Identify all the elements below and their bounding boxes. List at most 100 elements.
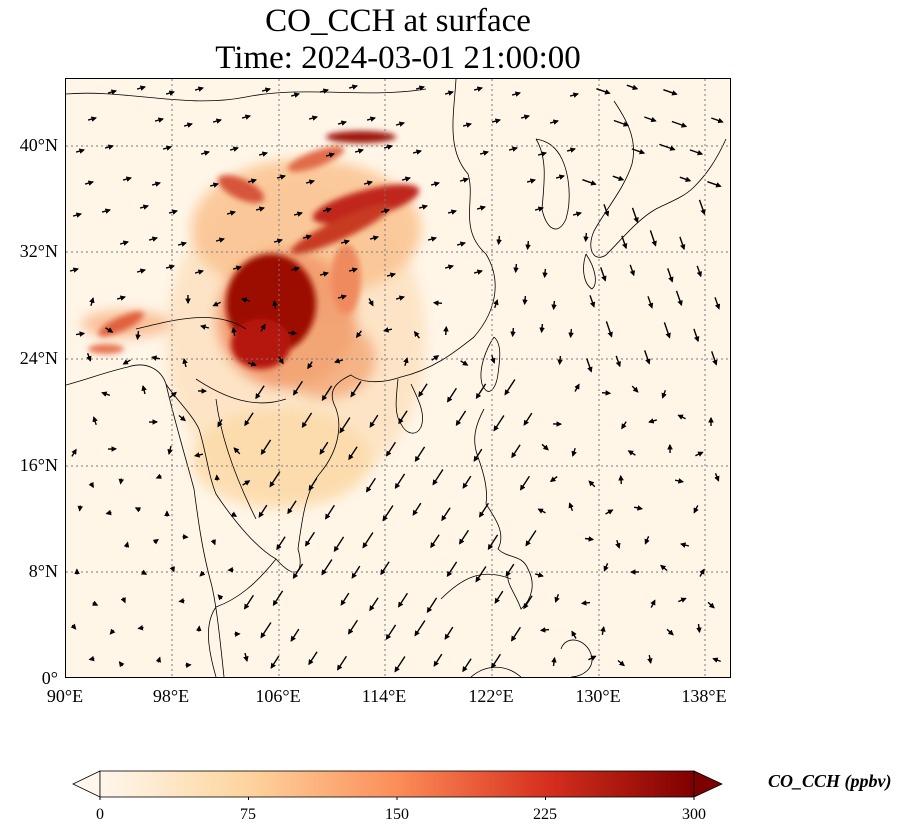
wind-arrow [369, 597, 379, 612]
wind-arrow [600, 267, 607, 282]
wind-arrow [542, 268, 548, 279]
chart-title: CO_CCH at surface [265, 3, 531, 39]
wind-arrow [647, 654, 653, 665]
wind-arrow [600, 625, 606, 636]
wind-arrow [278, 356, 284, 365]
wind-arrow [322, 207, 332, 213]
wind-arrow [413, 330, 420, 339]
wind-arrow [385, 441, 396, 457]
wind-arrow [415, 85, 425, 91]
map-panel [65, 78, 731, 678]
wind-arrow [155, 656, 162, 663]
wind-arrow [209, 182, 219, 188]
wind-arrow [324, 504, 335, 520]
wind-arrow [487, 534, 499, 551]
wind-arrow [557, 355, 563, 366]
wind-arrow [580, 600, 591, 606]
wind-arrow [169, 566, 175, 573]
co-concentration-field [81, 131, 426, 509]
wind-arrow [504, 379, 516, 396]
wind-arrow [522, 295, 528, 306]
wind-arrow [182, 358, 188, 368]
wind-arrow [613, 119, 630, 127]
wind-arrow [287, 500, 297, 515]
wind-arrow [508, 146, 518, 152]
wind-arrow [644, 116, 657, 123]
wind-arrow [647, 296, 654, 309]
wind-arrow [272, 590, 284, 607]
wind-arrow [194, 452, 204, 458]
wind-arrow [244, 412, 254, 427]
wind-arrow [380, 208, 390, 214]
wind-arrow [165, 264, 175, 270]
wind-arrow [677, 414, 686, 420]
wind-arrow [337, 294, 347, 300]
wind-arrow [290, 266, 300, 272]
wind-arrow [414, 446, 426, 463]
wind-arrow [510, 626, 521, 642]
wind-arrow [105, 327, 114, 333]
wind-arrow [109, 628, 116, 635]
lat-tick-label: 32°N [19, 241, 58, 261]
chart-subtitle: Time: 2024-03-01 21:00:00 [215, 40, 581, 76]
wind-arrow [583, 232, 589, 243]
wind-arrow [511, 91, 521, 97]
wind-arrow [626, 84, 639, 90]
wind-arrow [304, 531, 315, 547]
colorbar-tick-label: 300 [682, 806, 706, 823]
wind-arrow [430, 181, 440, 187]
wind-arrow [118, 478, 125, 485]
colorbar-tick-label: 75 [240, 806, 256, 823]
wind-arrow [523, 595, 533, 610]
wind-arrow [520, 114, 530, 120]
wind-arrow [395, 295, 405, 301]
wind-arrow [615, 539, 621, 549]
wind-arrow [394, 473, 406, 490]
wind-arrow [549, 476, 558, 483]
wind-arrow [233, 447, 241, 455]
wind-arrow [75, 331, 86, 337]
wind-arrow [319, 88, 329, 94]
lat-tick-label: 16°N [19, 455, 58, 475]
wind-arrow [621, 421, 627, 430]
wind-arrow [167, 445, 173, 455]
wind-arrow [276, 536, 286, 551]
wind-arrow [122, 176, 132, 182]
wind-arrow [270, 655, 280, 669]
wind-arrow [432, 469, 444, 486]
wind-arrow [169, 391, 177, 399]
wind-arrow [568, 502, 574, 511]
wind-arrow [551, 300, 557, 311]
wind-arrow [243, 594, 254, 610]
wind-vectors [69, 84, 724, 673]
wind-arrow [412, 502, 422, 516]
wind-arrow [629, 264, 635, 277]
wind-arrow [584, 536, 595, 542]
wind-arrow [75, 148, 85, 154]
wind-arrow [255, 206, 265, 212]
wind-arrow [105, 509, 112, 516]
wind-arrow [137, 624, 144, 631]
wind-arrow [650, 599, 656, 608]
wind-arrow [151, 355, 161, 361]
wind-arrow [385, 624, 397, 641]
wind-arrow [382, 505, 394, 522]
wind-arrow [194, 86, 204, 92]
wind-arrow [293, 211, 303, 217]
wind-arrow [444, 626, 454, 640]
wind-arrow [571, 447, 577, 457]
wind-arrow [426, 597, 438, 614]
wind-arrow [247, 361, 257, 367]
wind-arrow [178, 414, 186, 422]
lon-tick-label: 90°E [46, 686, 84, 706]
wind-arrow [615, 355, 621, 368]
wind-arrow [394, 656, 406, 673]
wind-arrow [200, 324, 210, 330]
wind-arrow [260, 622, 272, 639]
wind-arrow [276, 174, 286, 180]
wind-arrow [386, 272, 396, 278]
wind-arrow [116, 295, 126, 301]
wind-arrow [588, 480, 596, 488]
wind-arrow [401, 176, 411, 182]
wind-arrow [549, 119, 559, 125]
